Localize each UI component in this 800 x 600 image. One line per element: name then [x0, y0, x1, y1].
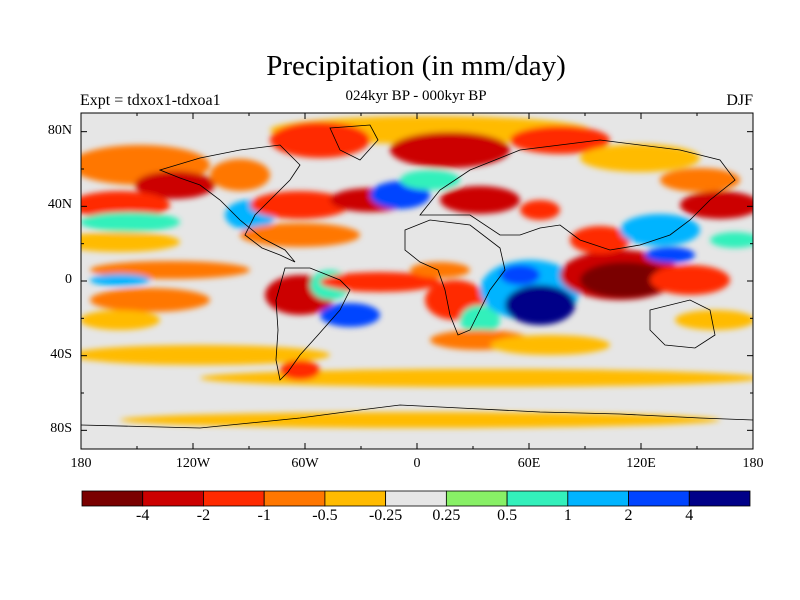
blob: [90, 274, 150, 286]
blob: [280, 360, 320, 380]
coast-greenland: [329, 124, 379, 161]
colorbar-swatch: [142, 490, 204, 507]
coast-australia: [649, 299, 716, 349]
lat-label: 80N: [47, 122, 72, 138]
blob: [81, 310, 160, 330]
blob: [510, 126, 610, 154]
coast-south-america: [275, 267, 351, 381]
blob: [410, 262, 470, 278]
coast-antarctica: [81, 404, 753, 429]
lat-label: 40S: [50, 346, 72, 362]
precip-anomaly-blobs: [81, 116, 753, 428]
blob: [645, 247, 695, 263]
lon-label: 0: [413, 456, 421, 471]
blob: [81, 191, 170, 219]
colorbar-label: -4: [136, 507, 150, 524]
colorbar-label: 0.5: [497, 507, 518, 524]
blob: [505, 285, 575, 325]
lon-label: 120W: [175, 456, 211, 471]
blob: [680, 191, 753, 219]
colorbar-label: 4: [685, 507, 694, 524]
blob: [390, 132, 510, 168]
colorbar-label: -1: [257, 507, 271, 524]
colorbar-label: 1: [563, 507, 572, 524]
lon-label: 180: [70, 456, 92, 471]
blob: [270, 122, 370, 158]
lon-label: 180: [742, 456, 764, 471]
blob: [120, 412, 720, 428]
colorbar-swatch: [81, 490, 144, 507]
blob: [81, 232, 180, 252]
colorbar-swatch: [506, 490, 569, 507]
experiment-label: Expt = tdxox1-tdxoa1: [80, 92, 221, 109]
blob: [135, 171, 215, 199]
blob: [240, 223, 360, 247]
blob: [620, 214, 700, 246]
season-label: DJF: [726, 92, 753, 109]
blob: [675, 310, 753, 330]
axis-ticks: [80, 113, 754, 449]
lat-label: 80S: [50, 421, 72, 437]
blob: [490, 335, 610, 355]
colorbar-swatch: [688, 490, 751, 507]
blob: [660, 168, 740, 192]
blob: [520, 200, 560, 220]
blob: [710, 232, 753, 248]
colorbar-label: -0.25: [368, 507, 403, 524]
lon-label: 60E: [517, 456, 541, 471]
coast-eurasia: [419, 139, 736, 251]
lon-label: 60W: [291, 456, 319, 471]
colorbar-swatch: [385, 490, 447, 507]
blob: [460, 305, 500, 335]
colorbar-label: 0.25: [432, 507, 461, 524]
blob: [580, 262, 670, 298]
colorbar-label: -0.5: [312, 507, 338, 524]
blob: [500, 265, 540, 285]
blob: [440, 186, 520, 214]
colorbar-swatch: [263, 490, 326, 507]
blob: [570, 226, 630, 254]
blob: [400, 170, 460, 190]
colorbar: [81, 490, 751, 507]
blob: [210, 159, 270, 191]
blob: [320, 303, 380, 327]
colorbar-label: -2: [196, 507, 211, 524]
blob: [320, 272, 440, 292]
map-field: [81, 113, 753, 449]
lat-label: 0: [65, 272, 72, 287]
plot-title: Precipitation (in mm/day): [266, 50, 566, 82]
blob: [250, 191, 350, 219]
blob: [90, 288, 210, 312]
coast-africa: [404, 219, 506, 336]
lat-label: 40N: [47, 197, 72, 213]
colorbar-swatch: [324, 490, 387, 507]
coast-north-america: [158, 144, 301, 263]
blob: [580, 144, 700, 172]
colorbar-swatch: [628, 490, 690, 507]
colorbar-swatch: [203, 490, 265, 507]
blob: [81, 212, 180, 232]
colorbar-label: 2: [624, 507, 633, 524]
blob: [81, 345, 330, 365]
colorbar-swatch: [567, 490, 629, 507]
blob: [650, 265, 730, 295]
colorbar-swatch: [445, 490, 508, 507]
coastlines: [81, 124, 753, 429]
lon-label: 120E: [626, 456, 656, 471]
plot-subtitle: 024kyr BP - 000kyr BP: [345, 88, 487, 104]
blob: [200, 369, 753, 387]
